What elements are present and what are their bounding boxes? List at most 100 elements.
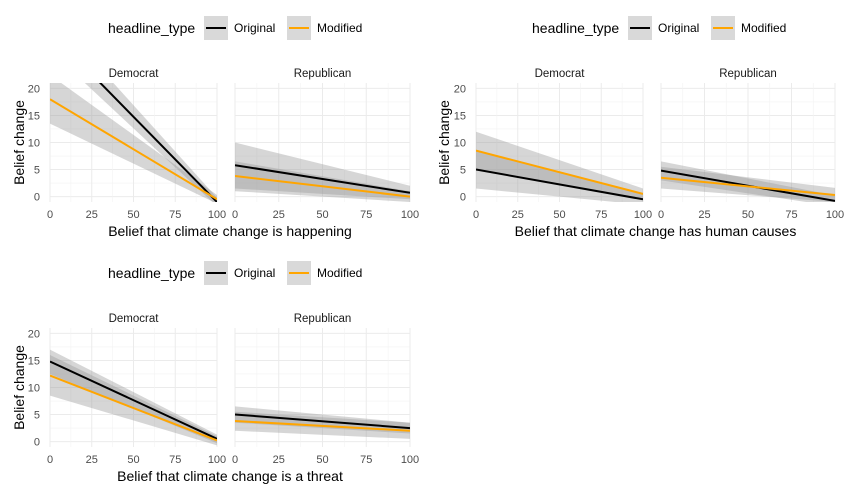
legend-label-original: Original xyxy=(234,266,275,280)
series-line-original xyxy=(476,168,643,201)
x-tick-label: 25 xyxy=(698,209,710,221)
y-tick-label: 5 xyxy=(34,410,40,422)
series-line-original xyxy=(235,413,410,430)
x-axis-title: Belief that climate change is happening xyxy=(108,223,352,239)
legend: headline_type Original Modified xyxy=(108,261,362,285)
panel-data xyxy=(661,161,835,202)
y-tick-label: 20 xyxy=(28,83,40,95)
legend-label-modified: Modified xyxy=(741,21,786,35)
y-tick-label: 10 xyxy=(28,138,40,150)
ribbon-original xyxy=(476,150,643,202)
legend-title: headline_type xyxy=(108,265,195,281)
y-tick-label: 0 xyxy=(34,437,40,449)
gridlines xyxy=(475,83,644,202)
series-line-modified xyxy=(476,149,643,195)
strip-label-democrat: Democrat xyxy=(535,68,586,80)
x-tick-label: 100 xyxy=(826,209,844,221)
legend-label-modified: Modified xyxy=(317,266,362,280)
panel-data xyxy=(235,406,410,439)
x-tick-label: 0 xyxy=(473,209,479,221)
legend-label-original: Original xyxy=(658,21,699,35)
legend-label-modified: Modified xyxy=(317,21,362,35)
y-axis-title: Belief change xyxy=(436,100,452,185)
legend: headline_type Original Modified xyxy=(108,16,362,40)
x-tick-label: 25 xyxy=(273,454,285,466)
x-tick-label: 25 xyxy=(512,209,524,221)
panel-democrat: Democrat 0 25 50 75 100 xyxy=(473,68,652,221)
y-tick-label: 20 xyxy=(454,83,466,95)
x-tick-label: 0 xyxy=(47,209,53,221)
x-tick-label: 100 xyxy=(401,454,419,466)
ribbon-original xyxy=(661,161,835,202)
strip-label-republican: Republican xyxy=(294,68,352,80)
x-tick-label: 0 xyxy=(658,209,664,221)
y-axis-title: Belief change xyxy=(11,345,27,430)
x-tick-label: 100 xyxy=(401,209,419,221)
x-tick-label: 75 xyxy=(785,209,797,221)
strip-label-republican: Republican xyxy=(294,313,352,325)
chart-2: headline_type Original Modified Belief chan… xyxy=(436,16,844,239)
x-tick-label: 75 xyxy=(360,209,372,221)
y-tick-label: 5 xyxy=(460,165,466,177)
x-tick-label: 0 xyxy=(47,454,53,466)
ribbon-original xyxy=(235,406,410,434)
y-tick-label: 5 xyxy=(34,165,40,177)
x-tick-label: 75 xyxy=(595,209,607,221)
x-tick-label: 0 xyxy=(232,454,238,466)
legend-title: headline_type xyxy=(532,20,619,36)
y-axis-title: Belief change xyxy=(11,100,27,185)
x-tick-label: 50 xyxy=(316,209,328,221)
series-line-modified xyxy=(50,374,217,442)
series-line-modified xyxy=(235,420,410,432)
strip-label-republican: Republican xyxy=(719,68,777,80)
y-tick-label: 15 xyxy=(28,355,40,367)
legend-label-original: Original xyxy=(234,21,275,35)
strip-label-democrat: Democrat xyxy=(109,313,160,325)
y-tick-label: 0 xyxy=(460,192,466,204)
x-tick-label: 75 xyxy=(169,454,181,466)
chart-1: headline_type Original Modified Belief chan… xyxy=(11,16,419,239)
y-tick-label: 10 xyxy=(454,138,466,150)
x-tick-label: 50 xyxy=(127,454,139,466)
x-tick-label: 25 xyxy=(86,454,98,466)
gridlines xyxy=(234,83,411,202)
x-tick-label: 100 xyxy=(208,209,226,221)
ribbon-original xyxy=(84,83,217,202)
x-tick-label: 50 xyxy=(553,209,565,221)
legend: headline_type Original Modified xyxy=(532,16,786,40)
panel-democrat: Democrat 0 25 50 75 100 xyxy=(47,68,226,221)
panel-data xyxy=(476,131,643,202)
panel-republican: Republican 0 25 50 75 100 xyxy=(658,68,844,221)
y-tick-label: 0 xyxy=(34,192,40,204)
x-tick-label: 50 xyxy=(127,209,139,221)
x-tick-label: 50 xyxy=(316,454,328,466)
panel-data xyxy=(235,142,410,202)
series-line-original xyxy=(50,360,217,440)
x-tick-label: 100 xyxy=(208,454,226,466)
x-tick-label: 50 xyxy=(742,209,754,221)
series-line-modified xyxy=(661,176,835,196)
x-tick-label: 25 xyxy=(273,209,285,221)
chart-3: headline_type Original Modified Belief chan… xyxy=(11,261,419,484)
panel-democrat: Democrat 0 25 50 75 100 xyxy=(47,313,226,466)
y-tick-label: 10 xyxy=(28,383,40,395)
ribbon-modified xyxy=(50,83,217,202)
panel-data xyxy=(50,83,217,202)
x-axis-title: Belief that climate change has human cau… xyxy=(515,223,797,239)
x-tick-label: 100 xyxy=(634,209,652,221)
panel-republican: Republican 0 25 50 75 100 xyxy=(232,68,419,221)
panel-republican: Republican 0 25 50 75 100 xyxy=(232,313,419,466)
panel-data xyxy=(50,349,217,446)
x-axis-title: Belief that climate change is a threat xyxy=(117,468,343,484)
y-tick-label: 15 xyxy=(454,110,466,122)
y-tick-label: 20 xyxy=(28,328,40,340)
x-tick-label: 75 xyxy=(360,454,372,466)
series-line-modified xyxy=(50,98,217,201)
legend-title: headline_type xyxy=(108,20,195,36)
series-line-original xyxy=(235,164,410,194)
y-tick-label: 15 xyxy=(28,110,40,122)
x-tick-label: 75 xyxy=(169,209,181,221)
series-line-original xyxy=(98,83,217,202)
x-tick-label: 25 xyxy=(86,209,98,221)
